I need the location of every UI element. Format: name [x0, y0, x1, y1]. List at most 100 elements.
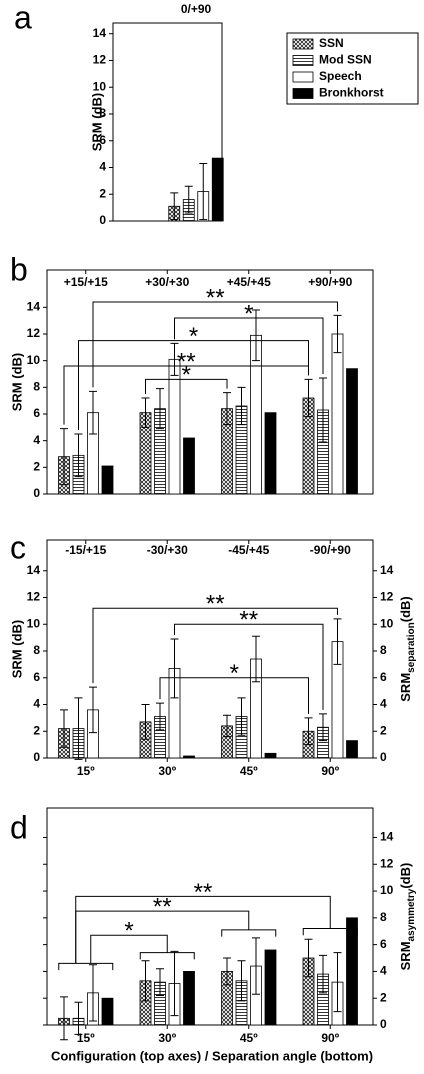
panel-letter: a	[14, 0, 32, 35]
legend-box	[286, 32, 419, 105]
bar	[331, 333, 344, 495]
error-bar	[223, 714, 231, 738]
error-bar	[319, 713, 327, 742]
error-bar	[237, 386, 246, 426]
bottom-label: 15º	[77, 764, 95, 778]
error-bar	[156, 388, 164, 430]
y2-title-sub: separation	[406, 622, 417, 673]
bar	[101, 465, 114, 495]
y2-title-unit: (dB)	[398, 863, 413, 889]
y2-axis-title: SRMasymmetry(dB)	[398, 863, 416, 971]
significance-bracket	[63, 365, 309, 425]
group-bracket	[221, 929, 277, 937]
significance-label: **	[177, 348, 196, 375]
error-bar	[170, 950, 179, 1017]
error-bar	[184, 185, 193, 214]
y-tick-label: 2	[33, 723, 40, 737]
error-bar	[223, 392, 231, 426]
error-bar	[304, 378, 313, 418]
y-tick-label: 8	[33, 643, 40, 657]
bar	[346, 917, 358, 1026]
y-tick-label: 14	[27, 300, 41, 314]
y2-tick-label: 12	[380, 856, 394, 870]
error-bar	[223, 957, 231, 986]
significance-bracket	[174, 623, 324, 710]
y-tick-label: 6	[33, 670, 40, 684]
y2-tick-label: 2	[380, 990, 387, 1004]
error-bar	[237, 960, 246, 1002]
bar	[183, 755, 195, 759]
y-tick-label: 12	[27, 326, 41, 340]
error-bar	[74, 1001, 83, 1035]
bottom-label: 30º	[158, 764, 176, 778]
group-bracket	[302, 928, 358, 936]
bar	[346, 368, 358, 495]
y2-tick-label: 0	[380, 750, 387, 764]
bar	[183, 971, 195, 1026]
y2-tick-label: 6	[380, 670, 387, 684]
legend-swatch	[292, 38, 314, 50]
error-bar	[319, 954, 327, 994]
bar	[346, 740, 358, 759]
y2-tick-label: 8	[380, 910, 387, 924]
category-label: 90º	[321, 1031, 339, 1045]
significance-bracket	[90, 934, 168, 964]
error-bar	[60, 709, 68, 748]
y2-tick-label: 4	[380, 697, 387, 711]
error-bar	[141, 960, 150, 1002]
bottom-label: 45º	[240, 764, 258, 778]
error-bar	[141, 397, 150, 428]
y-tick-label: 12	[93, 53, 107, 67]
legend-swatch	[292, 71, 314, 83]
y-tick-label: 4	[33, 697, 40, 711]
y2-tick-label: 12	[380, 590, 394, 604]
significance-label: *	[189, 323, 198, 350]
error-bar	[319, 377, 327, 443]
bar	[211, 157, 224, 222]
error-bar	[89, 686, 97, 734]
category-label: 45º	[240, 1031, 258, 1045]
error-bar	[60, 428, 68, 486]
significance-label: **	[206, 591, 225, 618]
significance-bracket	[159, 677, 309, 714]
y-axis-title: SRM (dB)	[89, 93, 104, 152]
group-bracket	[139, 952, 195, 960]
category-label: +90/+90	[308, 275, 352, 289]
plot-frame	[46, 807, 374, 1026]
y-tick-label: 0	[33, 750, 40, 764]
y-tick-label: 4	[99, 160, 106, 174]
y2-tick-label: 14	[380, 830, 394, 844]
y-tick-label: 2	[33, 460, 40, 474]
plot-frame	[46, 539, 374, 759]
plot-frame	[112, 22, 223, 222]
error-bar	[156, 702, 164, 731]
y-tick-label: 2	[99, 186, 106, 200]
legend-label: Speech	[319, 69, 362, 83]
significance-bracket	[145, 378, 228, 394]
y-tick-label: 6	[99, 133, 106, 147]
significance-label: **	[153, 893, 172, 920]
error-bar	[304, 938, 313, 978]
y-tick-label: 0	[99, 213, 106, 227]
y-axis-title: SRM (dB)	[9, 620, 24, 679]
y-tick-label: 8	[99, 106, 106, 120]
legend-label: SSN	[319, 36, 344, 50]
y-tick-label: 6	[33, 406, 40, 420]
error-bar	[252, 635, 260, 683]
y-tick-label: 10	[27, 353, 41, 367]
significance-bracket	[92, 301, 338, 388]
category-label: 15º	[77, 1031, 95, 1045]
category-label: +30/+30	[145, 275, 189, 289]
y2-tick-label: 2	[380, 723, 387, 737]
legend-swatch	[292, 88, 314, 99]
bar	[183, 437, 195, 495]
y2-title-unit: (dB)	[398, 596, 413, 622]
category-label: 0/+90	[181, 2, 212, 16]
y-tick-label: 14	[27, 563, 41, 577]
y2-title-sub: asymmetry	[406, 888, 417, 941]
bottom-label: 90º	[321, 764, 339, 778]
significance-label: **	[194, 879, 213, 906]
bar	[264, 752, 277, 759]
error-bar	[304, 717, 313, 746]
significance-label: **	[239, 607, 258, 634]
